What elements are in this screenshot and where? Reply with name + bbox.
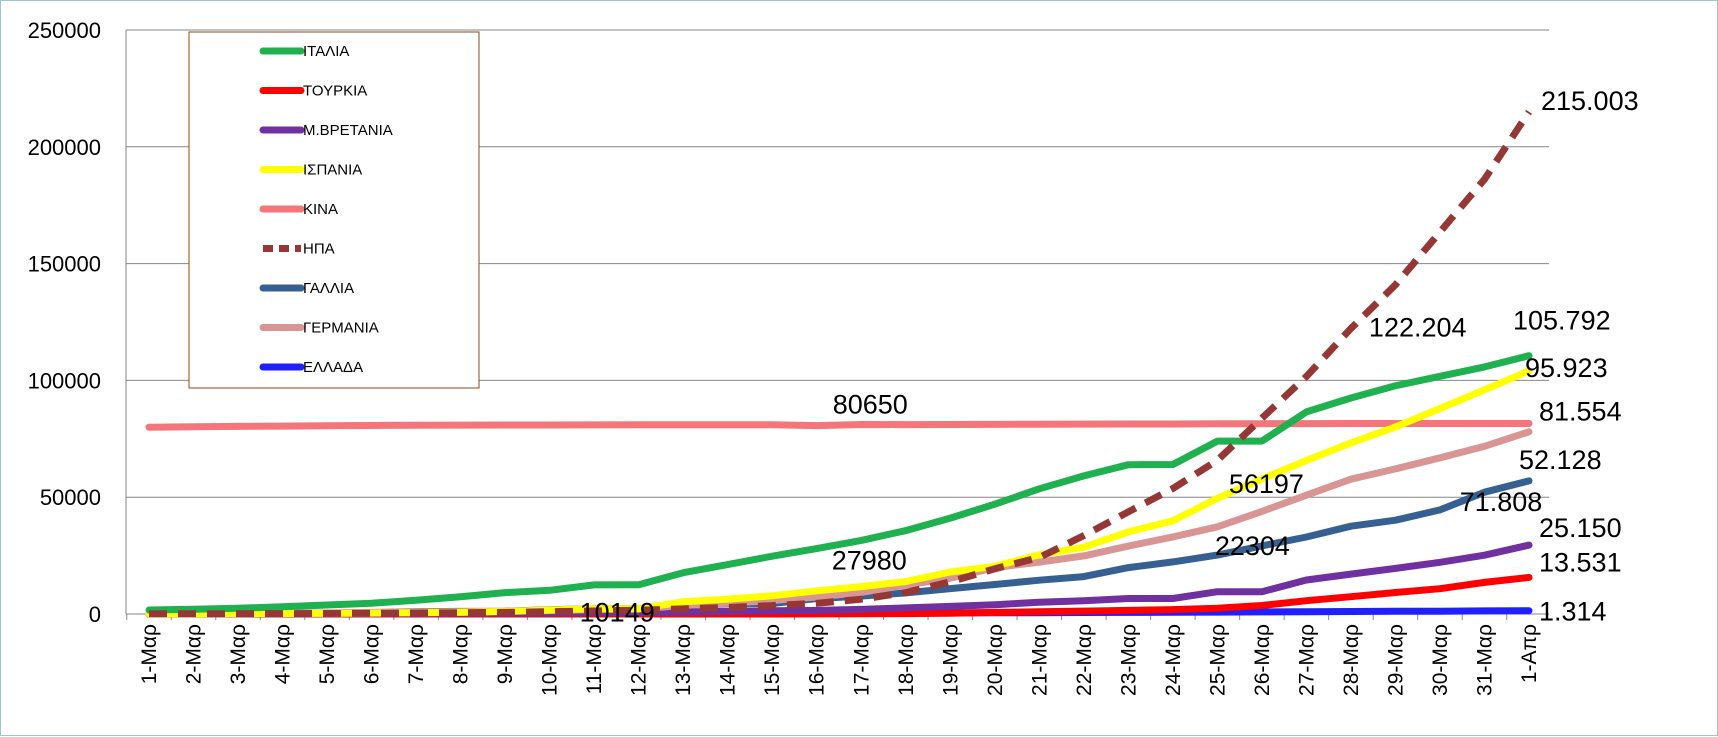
series-line-4: [145, 420, 1533, 431]
x-tick-label: 31-Μαρ: [1473, 624, 1496, 696]
data-label: 122.204: [1369, 313, 1467, 343]
x-tick-label: 15-Μαρ: [761, 624, 784, 696]
x-tick-label: 27-Μαρ: [1295, 624, 1318, 696]
x-tick-label: 20-Μαρ: [984, 624, 1007, 696]
data-label: 10149: [580, 597, 655, 627]
legend-label: ΓΕΡΜΑΝΙΑ: [303, 320, 379, 337]
series-line-3: [145, 367, 1533, 618]
y-tick-label: 250000: [28, 18, 101, 43]
data-label: 27980: [832, 546, 907, 576]
x-tick-label: 18-Μαρ: [895, 624, 918, 696]
legend-label: Μ.ΒΡΕΤΑΝΙΑ: [303, 122, 393, 139]
legend-label: ΕΛΛΑΔΑ: [303, 359, 363, 376]
x-tick-label: 25-Μαρ: [1206, 624, 1229, 696]
y-tick-label: 200000: [28, 135, 101, 160]
x-tick-label: 5-Μαρ: [316, 624, 339, 684]
data-labels: 215.003 122.204 105.792 95.923 81.554 71.808 5…: [580, 86, 1639, 628]
series-line-0: [145, 352, 1533, 614]
data-label: 105.792: [1513, 306, 1611, 336]
data-label: 71.808: [1460, 487, 1543, 517]
x-tick-label: 1-Απρ: [1518, 624, 1541, 683]
data-label: 52.128: [1519, 445, 1602, 475]
y-tick-label: 150000: [28, 252, 101, 277]
x-tick-label: 9-Μαρ: [494, 624, 517, 684]
data-label: 13.531: [1539, 547, 1622, 577]
x-tick-label: 16-Μαρ: [806, 624, 829, 696]
x-tick-label: 22-Μαρ: [1073, 624, 1096, 696]
x-tick-label: 24-Μαρ: [1162, 624, 1185, 696]
legend-label: ΙΣΠΑΝΙΑ: [303, 162, 362, 179]
y-tick-label: 0: [89, 602, 101, 627]
x-tick-label: 8-Μαρ: [450, 624, 473, 684]
data-label: 22304: [1215, 531, 1290, 561]
data-label: 1.314: [1539, 597, 1607, 627]
x-tick-label: 7-Μαρ: [405, 624, 428, 684]
legend-label: ΓΑΛΛΙΑ: [303, 280, 354, 297]
x-tick-label: 28-Μαρ: [1340, 624, 1363, 696]
x-tick-label: 2-Μαρ: [183, 624, 206, 684]
y-tick-label: 50000: [40, 485, 101, 510]
x-tick-label: 17-Μαρ: [850, 624, 873, 696]
legend-box: [188, 31, 480, 389]
legend-label: ΤΟΥΡΚΙΑ: [303, 83, 367, 100]
x-tick-label: 19-Μαρ: [939, 624, 962, 696]
data-label: 25.150: [1539, 513, 1622, 543]
x-tick-label: 29-Μαρ: [1384, 624, 1407, 696]
legend-label: ΗΠΑ: [303, 241, 335, 258]
x-tick-label: 13-Μαρ: [672, 624, 695, 696]
data-label: 80650: [833, 390, 908, 420]
x-tick-label: 4-Μαρ: [272, 624, 295, 684]
legend: ΙΤΑΛΙΑ ΤΟΥΡΚΙΑ Μ.ΒΡΕΤΑΝΙΑ ΙΣΠΑΝΙΑ ΚΙΝΑ ΗΠΑ ΓΑΛ…: [188, 31, 480, 389]
x-tick-label: 6-Μαρ: [361, 624, 384, 684]
x-tick-label: 1-Μαρ: [138, 624, 161, 684]
data-label: 81.554: [1539, 396, 1622, 426]
legend-label: ΙΤΑΛΙΑ: [303, 43, 349, 60]
x-tick-label: 11-Μαρ: [583, 624, 606, 694]
series-lines: [145, 109, 1533, 618]
x-tick-label: 30-Μαρ: [1429, 624, 1452, 696]
x-tick-label: 23-Μαρ: [1117, 624, 1140, 696]
data-label: 95.923: [1525, 353, 1608, 383]
data-label: 215.003: [1541, 86, 1639, 116]
legend-label: ΚΙΝΑ: [303, 201, 338, 218]
data-label: 56197: [1229, 469, 1304, 499]
x-tick-label: 14-Μαρ: [717, 624, 740, 696]
x-tick-label: 3-Μαρ: [227, 624, 250, 684]
x-tick-label: 21-Μαρ: [1028, 624, 1051, 696]
x-tick-label: 10-Μαρ: [539, 624, 562, 696]
y-tick-label: 100000: [28, 368, 101, 393]
x-tick-label: 26-Μαρ: [1251, 624, 1274, 696]
x-tick-label: 12-Μαρ: [628, 624, 651, 696]
